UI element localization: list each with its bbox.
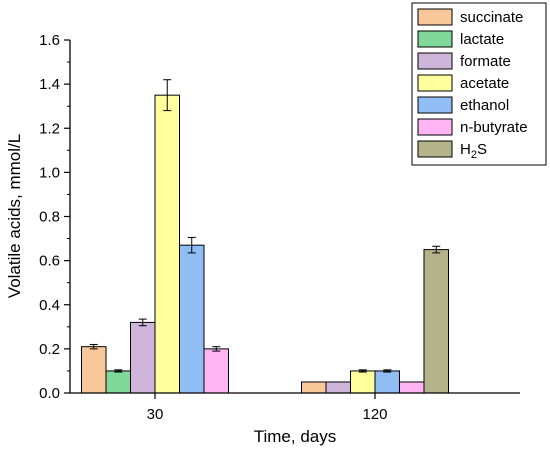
y-tick-label: 0.8 <box>39 209 60 226</box>
legend-swatch-h2s <box>417 140 453 158</box>
bar-h2s-120 <box>423 249 449 394</box>
legend-label: H2S <box>460 141 487 161</box>
bar-acetate-30 <box>154 94 180 394</box>
legend-label: formate <box>460 53 511 70</box>
legend-swatch-acetate <box>417 74 453 92</box>
bar-lactate-30 <box>105 370 131 394</box>
bar-formate-30 <box>130 321 156 394</box>
bar-acetate-120 <box>350 370 376 394</box>
legend-swatch-n-butyrate <box>417 118 453 136</box>
y-tick-label: 1.4 <box>39 76 60 93</box>
y-tick-label: 0.4 <box>39 297 60 314</box>
x-tick-label: 30 <box>147 406 164 423</box>
legend-swatch-ethanol <box>417 96 453 114</box>
bar-succinate-120 <box>301 381 327 394</box>
bar-ethanol-120 <box>374 370 400 394</box>
x-axis-title: Time, days <box>254 427 337 446</box>
legend-swatch-lactate <box>417 30 453 48</box>
y-tick-label: 1.0 <box>39 164 60 181</box>
bar-n-butyrate-30 <box>203 348 229 394</box>
bar-ethanol-30 <box>179 244 205 394</box>
legend-swatch-formate <box>417 52 453 70</box>
bar-succinate-30 <box>81 346 107 394</box>
bars-layer <box>81 79 449 394</box>
x-tick-label: 120 <box>362 406 387 423</box>
y-tick-label: 0.2 <box>39 341 60 358</box>
y-tick-label: 1.2 <box>39 120 60 137</box>
legend-label: ethanol <box>460 97 509 114</box>
legend: succinate lactate formate acetate ethanol n-b… <box>411 2 547 166</box>
legend-swatch-succinate <box>417 8 453 26</box>
y-tick-label: 0.0 <box>39 385 60 402</box>
y-tick-label: 0.6 <box>39 253 60 270</box>
legend-label: succinate <box>460 9 523 26</box>
legend-label: lactate <box>460 31 504 48</box>
y-tick-label: 1.6 <box>39 32 60 49</box>
y-axis-title: Volatile acids, mmol/L <box>5 134 24 298</box>
bar-formate-120 <box>325 381 351 394</box>
x-ticks: 30 120 <box>147 393 388 423</box>
y-ticks: 0.0 0.2 0.4 0.6 0.8 1.0 1.2 1.4 1.6 <box>39 32 70 402</box>
bar-n-butyrate-120 <box>399 381 425 394</box>
legend-label: n-butyrate <box>460 119 528 136</box>
legend-label: acetate <box>460 75 509 92</box>
